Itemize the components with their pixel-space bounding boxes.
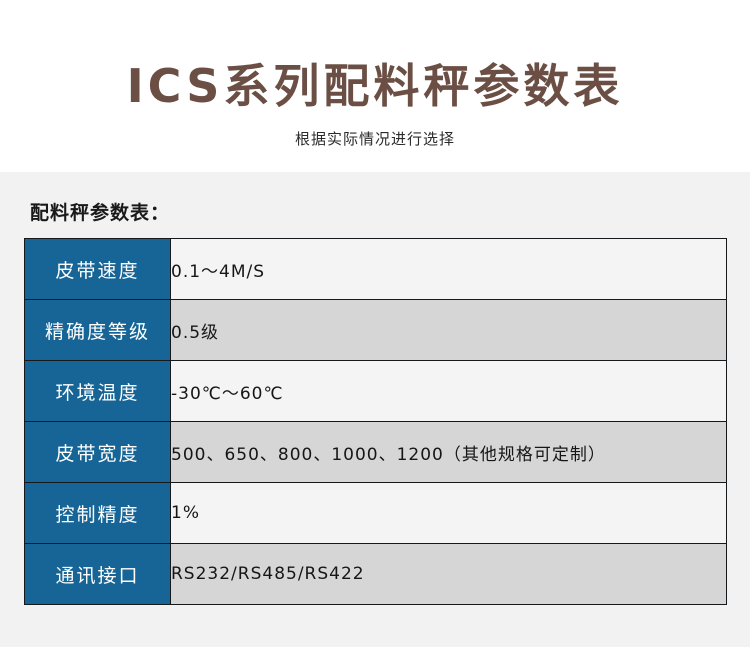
- hero-banner: ICS系列配料秤参数表 根据实际情况进行选择: [0, 0, 750, 172]
- spec-label-cell: 控制精度: [24, 482, 171, 544]
- spec-label-cell: 皮带速度: [24, 238, 171, 300]
- table-row: 皮带速度 0.1～4M/S: [24, 238, 727, 300]
- spec-label-cell: 精确度等级: [24, 299, 171, 361]
- page-subtitle: 根据实际情况进行选择: [294, 130, 455, 148]
- table-row: 控制精度 1%: [24, 482, 727, 544]
- page-title: ICS系列配料秤参数表: [126, 59, 624, 113]
- spec-value-cell: 1%: [170, 482, 727, 544]
- spec-value-cell: RS232/RS485/RS422: [170, 543, 727, 605]
- spec-label-cell: 皮带宽度: [24, 421, 171, 483]
- spec-label-cell: 通讯接口: [24, 543, 171, 605]
- spec-label-cell: 环境温度: [24, 360, 171, 422]
- spec-value-cell: 0.5级: [170, 299, 727, 361]
- table-row: 皮带宽度 500、650、800、1000、1200（其他规格可定制）: [24, 421, 727, 483]
- spec-value-cell: -30℃～60℃: [170, 360, 727, 422]
- spec-value-cell: 0.1～4M/S: [170, 238, 727, 300]
- spec-table-heading: 配料秤参数表：: [30, 202, 171, 224]
- table-row: 通讯接口 RS232/RS485/RS422: [24, 543, 727, 605]
- table-row: 精确度等级 0.5级: [24, 299, 727, 361]
- table-row: 环境温度 -30℃～60℃: [24, 360, 727, 422]
- spec-table: 皮带速度 0.1～4M/S 精确度等级 0.5级 环境温度 -30℃～60℃ 皮…: [24, 238, 727, 605]
- spec-value-cell: 500、650、800、1000、1200（其他规格可定制）: [170, 421, 727, 483]
